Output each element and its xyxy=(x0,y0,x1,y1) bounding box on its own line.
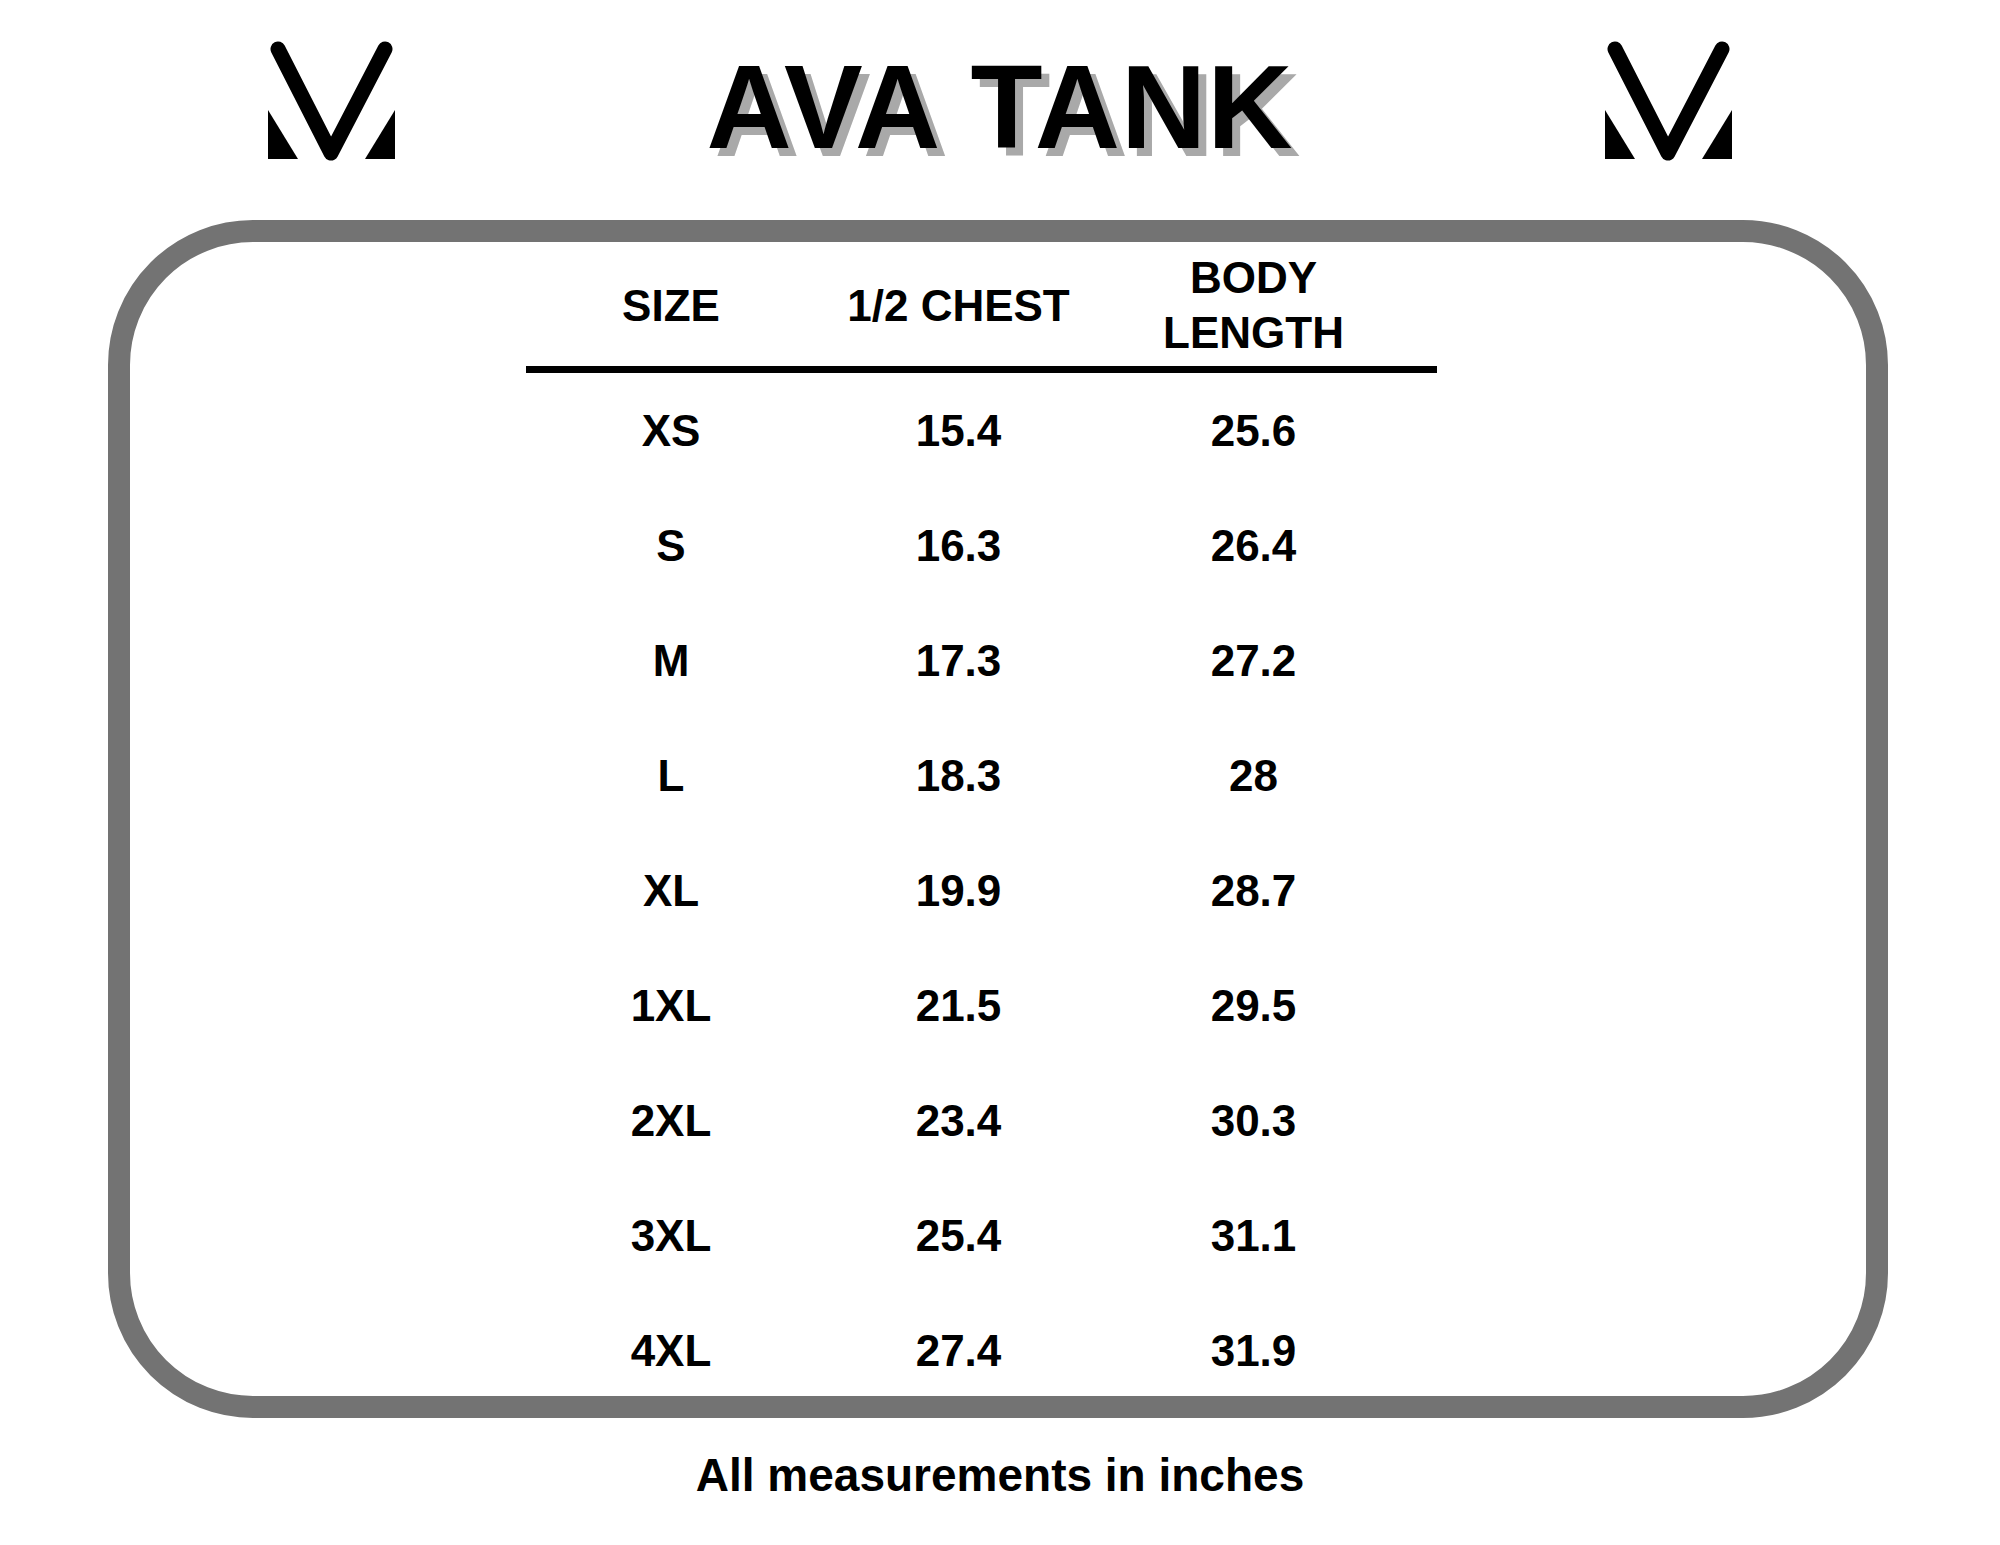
half-chest-cell: 21.5 xyxy=(816,981,1101,1031)
body-length-cell: 29.5 xyxy=(1101,981,1406,1031)
column-header-label: SIZE xyxy=(622,278,720,333)
half-chest-cell: 16.3 xyxy=(816,521,1101,571)
size-cell: L xyxy=(526,751,816,801)
size-cell: 3XL xyxy=(526,1211,816,1261)
size-table: SIZE 1/2 CHEST BODY LENGTH XS15.425.6S16… xyxy=(526,244,1437,1408)
table-row: XL19.928.7 xyxy=(526,833,1437,948)
table-row: 3XL25.431.1 xyxy=(526,1178,1437,1293)
body-length-cell: 28.7 xyxy=(1101,866,1406,916)
size-chart-page: AVA TANK SIZE 1/2 CHEST BODY LENGTH XS15… xyxy=(0,0,2000,1545)
half-chest-cell: 25.4 xyxy=(816,1211,1101,1261)
half-chest-cell: 27.4 xyxy=(816,1326,1101,1376)
column-header-label: 1/2 CHEST xyxy=(847,278,1070,333)
size-cell: M xyxy=(526,636,816,686)
body-length-cell: 31.1 xyxy=(1101,1211,1406,1261)
body-length-cell: 30.3 xyxy=(1101,1096,1406,1146)
table-row: 4XL27.431.9 xyxy=(526,1293,1437,1408)
size-cell: 4XL xyxy=(526,1326,816,1376)
column-header-size: SIZE xyxy=(526,278,816,333)
body-length-cell: 31.9 xyxy=(1101,1326,1406,1376)
body-length-cell: 25.6 xyxy=(1101,406,1406,456)
size-cell: XL xyxy=(526,866,816,916)
column-header-body-length: BODY LENGTH xyxy=(1101,250,1406,360)
table-row: 1XL21.529.5 xyxy=(526,948,1437,1063)
table-row: S16.326.4 xyxy=(526,488,1437,603)
size-cell: S xyxy=(526,521,816,571)
table-row: L18.328 xyxy=(526,718,1437,833)
table-body: XS15.425.6S16.326.4M17.327.2L18.328XL19.… xyxy=(526,373,1437,1408)
half-chest-cell: 17.3 xyxy=(816,636,1101,686)
body-length-cell: 26.4 xyxy=(1101,521,1406,571)
header-rule xyxy=(526,366,1437,373)
size-cell: XS xyxy=(526,406,816,456)
page-title: AVA TANK xyxy=(0,48,2000,166)
body-length-cell: 28 xyxy=(1101,751,1406,801)
size-cell: 1XL xyxy=(526,981,816,1031)
column-header-label: BODY LENGTH xyxy=(1139,250,1369,360)
size-cell: 2XL xyxy=(526,1096,816,1146)
units-note: All measurements in inches xyxy=(0,1445,2000,1505)
table-row: M17.327.2 xyxy=(526,603,1437,718)
half-chest-cell: 19.9 xyxy=(816,866,1101,916)
half-chest-cell: 15.4 xyxy=(816,406,1101,456)
table-row: 2XL23.430.3 xyxy=(526,1063,1437,1178)
half-chest-cell: 18.3 xyxy=(816,751,1101,801)
body-length-cell: 27.2 xyxy=(1101,636,1406,686)
half-chest-cell: 23.4 xyxy=(816,1096,1101,1146)
table-header-row: SIZE 1/2 CHEST BODY LENGTH xyxy=(526,244,1437,366)
table-row: XS15.425.6 xyxy=(526,373,1437,488)
column-header-half-chest: 1/2 CHEST xyxy=(816,278,1101,333)
